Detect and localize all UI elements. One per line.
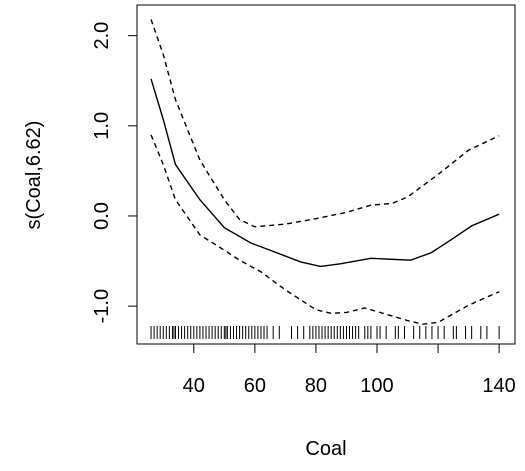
curve — [150, 19, 500, 228]
plot-frame — [136, 4, 516, 345]
x-axis-title: Coal — [305, 438, 346, 460]
y-tick-label: 2.0 — [91, 22, 113, 50]
y-tick-label: 1.0 — [91, 112, 113, 140]
y-tick-label: 0.0 — [91, 202, 113, 230]
x-tick-label: 80 — [305, 375, 327, 397]
x-tick-label: 60 — [244, 375, 266, 397]
x-tick-label: 100 — [360, 375, 393, 397]
x-tick-label: 40 — [183, 375, 205, 397]
x-tick-label: 140 — [482, 375, 515, 397]
curve — [150, 134, 500, 325]
y-axis-title: s(Coal,6.62) — [23, 121, 45, 230]
curve — [150, 78, 500, 268]
y-tick-label: -1.0 — [91, 289, 113, 323]
